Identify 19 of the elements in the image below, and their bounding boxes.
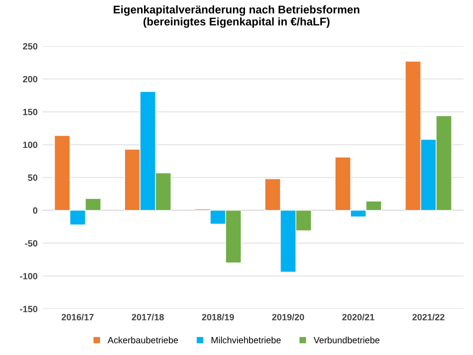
x-tick-label: 2019/20 <box>272 314 304 320</box>
y-tick-label: -50 <box>25 240 38 247</box>
x-tick-label: 2018/19 <box>202 314 234 320</box>
y-tick-label: -150 <box>20 306 38 312</box>
y-tick-label: 0 <box>33 207 38 214</box>
y-tick-label: 250 <box>22 43 38 50</box>
y-tick-label: 100 <box>23 142 38 148</box>
legend-label: Milchviehbetriebe <box>212 336 281 344</box>
y-tick-label: 150 <box>23 108 38 116</box>
x-tick-label: 2021/22 <box>412 314 444 320</box>
y-tick-label: 200 <box>22 76 38 82</box>
chart-title: Eigenkapitalveränderung nach Betriebsformen (bereinigtes Eigenkapital in €/haLF) <box>114 5 360 28</box>
x-tick-label: 2016/17 <box>62 314 94 320</box>
x-tick-label: 2017/18 <box>132 314 164 320</box>
legend-label: Ackerbaubetriebe <box>108 336 178 344</box>
y-tick-label: -100 <box>20 272 38 280</box>
legend-label: Verbundbetriebe <box>314 336 380 344</box>
x-tick-label: 2020/21 <box>342 314 374 320</box>
y-tick-label: 50 <box>28 174 38 181</box>
